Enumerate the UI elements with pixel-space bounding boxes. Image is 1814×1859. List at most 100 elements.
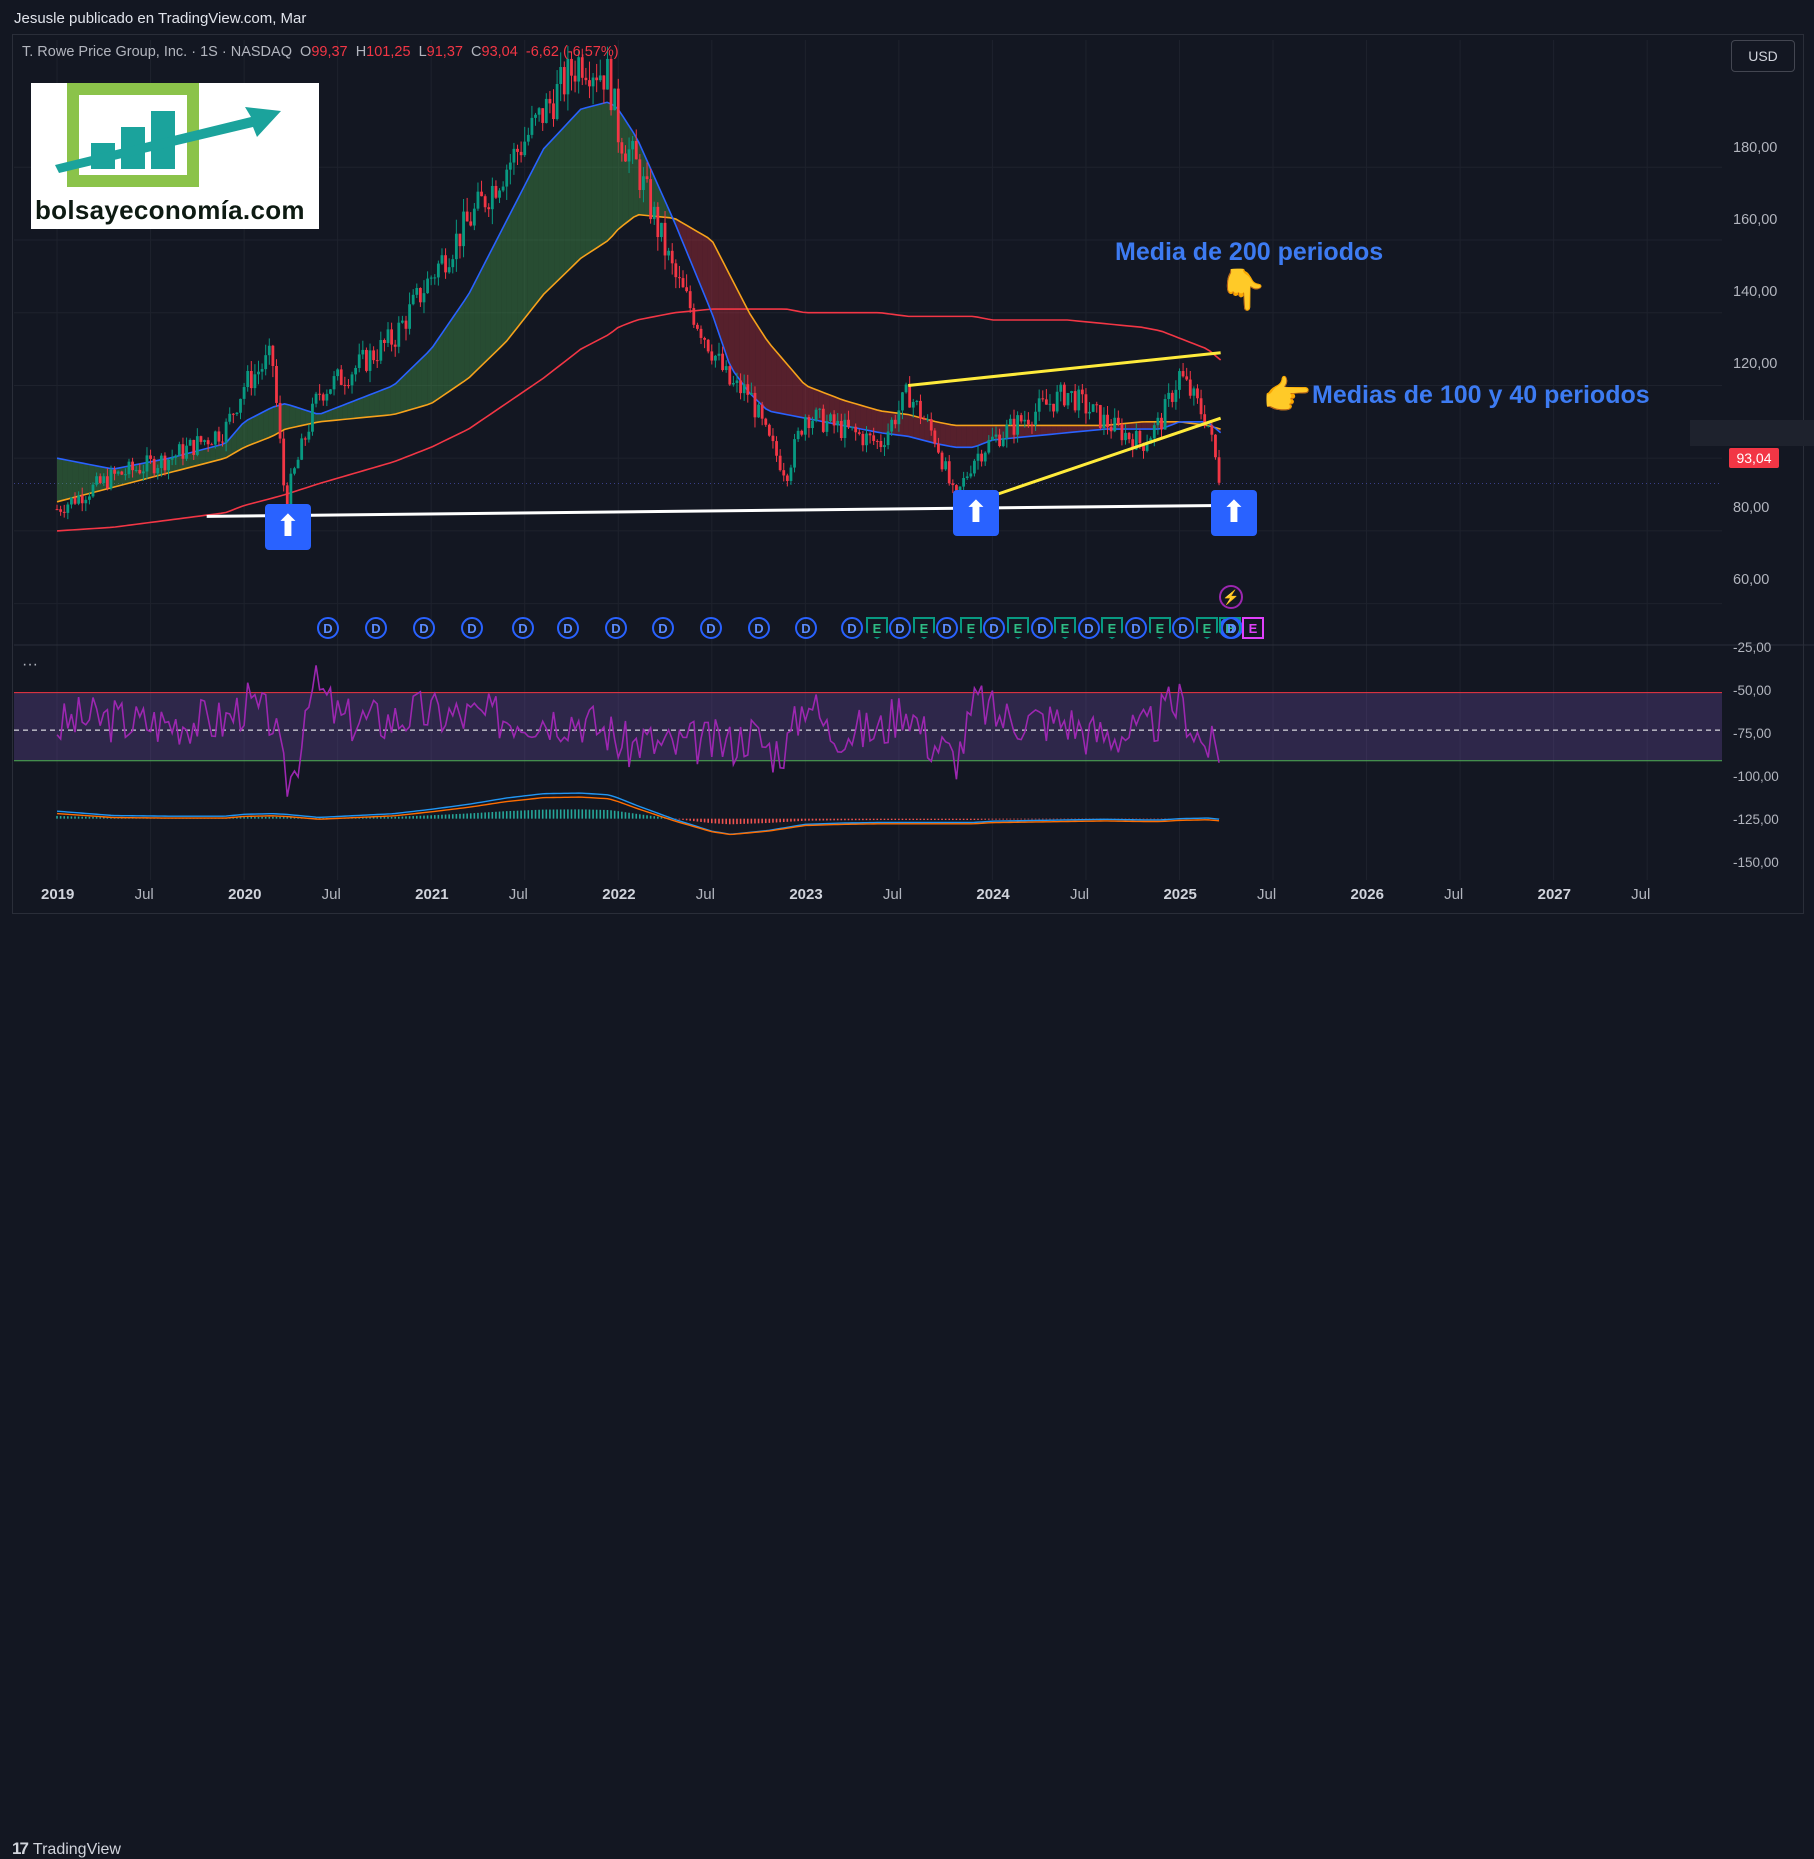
dividend-marker[interactable]: D: [1125, 617, 1147, 639]
flash-icon[interactable]: ⚡: [1219, 585, 1243, 609]
tradingview-logo[interactable]: 17 TradingView: [12, 1839, 121, 1858]
candle-body: [145, 455, 149, 472]
ma-cloud-segment: [644, 154, 650, 216]
candle-body: [152, 458, 156, 474]
candle-body: [591, 77, 595, 87]
candle-body: [404, 320, 408, 329]
candle-body: [796, 430, 800, 440]
candle-body: [350, 374, 354, 386]
candle-body: [1145, 443, 1149, 451]
ma-cloud-segment: [1072, 425, 1078, 433]
dividend-marker[interactable]: D: [748, 617, 770, 639]
ma-cloud-segment: [855, 403, 861, 429]
candle-body: [699, 328, 703, 338]
candle-body: [778, 455, 782, 471]
dividend-marker[interactable]: D: [1031, 617, 1053, 639]
ma-cloud-segment: [517, 189, 523, 328]
dividend-marker[interactable]: D: [413, 617, 435, 639]
candle-body: [991, 436, 994, 440]
dividend-marker[interactable]: D: [1221, 617, 1243, 639]
candle-body: [857, 432, 861, 434]
candle-body: [1185, 376, 1189, 380]
candle-body: [789, 467, 793, 481]
ma-cloud-segment: [1040, 425, 1047, 436]
earnings-marker[interactable]: E: [1196, 617, 1218, 639]
time-axis-label: 2024: [976, 886, 1010, 903]
dividend-marker[interactable]: D: [936, 617, 958, 639]
dividend-marker[interactable]: D: [1172, 617, 1194, 639]
candle-body: [408, 304, 411, 329]
dividend-marker[interactable]: D: [557, 617, 579, 639]
open-label: O: [300, 44, 312, 60]
symbol-name[interactable]: T. Rowe Price Group, Inc.: [22, 44, 188, 60]
dividend-marker[interactable]: D: [700, 617, 722, 639]
candle-body: [753, 392, 757, 418]
ma-cloud-segment: [284, 403, 290, 430]
annotation-ma200: Media de 200 periodos: [1115, 238, 1384, 266]
candle-body: [1199, 398, 1203, 415]
earnings-marker[interactable]: E: [1054, 617, 1076, 639]
ma-cloud-segment: [427, 347, 433, 405]
dividend-marker[interactable]: D: [1078, 617, 1100, 639]
candle-body: [1044, 399, 1048, 405]
macd-line: [56, 792, 1220, 835]
dividend-marker[interactable]: D: [889, 617, 911, 639]
ma-cloud-segment: [358, 397, 364, 418]
ma-cloud-segment: [189, 451, 195, 468]
ma-cloud-segment: [199, 448, 206, 465]
ma-cloud-segment: [527, 169, 534, 315]
candle-body: [530, 117, 534, 135]
dividend-marker[interactable]: D: [983, 617, 1005, 639]
dividend-marker[interactable]: D: [652, 617, 674, 639]
ma-cloud-segment: [474, 272, 481, 373]
dividend-marker[interactable]: D: [317, 617, 339, 639]
candle-body: [649, 179, 653, 220]
ma-cloud-segment: [924, 418, 930, 442]
more-options-icon[interactable]: ···: [22, 656, 38, 673]
ma-cloud-segment: [961, 425, 967, 448]
earnings-marker[interactable]: E: [1149, 617, 1171, 639]
candle-body: [55, 509, 59, 511]
candle-body: [1098, 405, 1102, 429]
ma-cloud-segment: [411, 363, 417, 410]
candle-body: [847, 419, 850, 428]
candle-body: [123, 474, 127, 476]
candle-body: [713, 355, 717, 361]
candle-body: [901, 392, 904, 411]
earnings-marker[interactable]: E: [1007, 617, 1029, 639]
candle-body: [357, 354, 361, 368]
candle-body: [235, 412, 239, 415]
symbol-exchange: NASDAQ: [230, 44, 292, 60]
ma-cloud-segment: [781, 357, 787, 415]
currency-button[interactable]: USD: [1731, 40, 1795, 72]
earnings-marker[interactable]: E: [866, 617, 888, 639]
earnings-marker[interactable]: E: [960, 617, 982, 639]
ma-cloud-segment: [374, 390, 380, 417]
ma-cloud-segment: [273, 405, 280, 436]
candle-body: [339, 369, 343, 385]
open-value: 99,37: [311, 44, 348, 60]
dividend-marker[interactable]: D: [795, 617, 817, 639]
candle-body: [1073, 391, 1077, 411]
candle-body: [483, 196, 487, 208]
dividend-marker[interactable]: D: [841, 617, 863, 639]
candle-body: [580, 57, 584, 78]
dividend-marker[interactable]: D: [461, 617, 483, 639]
candle-body: [447, 267, 451, 273]
candle-body: [1163, 399, 1167, 430]
chart-canvas[interactable]: [0, 0, 1814, 956]
candle-body: [728, 366, 732, 385]
dividend-marker[interactable]: D: [512, 617, 534, 639]
ma-cloud-segment: [935, 421, 941, 445]
dividend-marker[interactable]: D: [365, 617, 387, 639]
ma-cloud-segment: [384, 386, 391, 416]
time-axis-label: Jul: [321, 886, 341, 903]
candle-body: [836, 420, 840, 426]
earnings-marker[interactable]: E: [1242, 617, 1264, 639]
earnings-marker[interactable]: E: [913, 617, 935, 639]
earnings-marker[interactable]: E: [1101, 617, 1123, 639]
ma-cloud-segment: [734, 283, 740, 380]
ma-cloud-segment: [956, 425, 962, 448]
dividend-marker[interactable]: D: [605, 617, 627, 639]
ma-cloud-segment: [792, 370, 798, 417]
